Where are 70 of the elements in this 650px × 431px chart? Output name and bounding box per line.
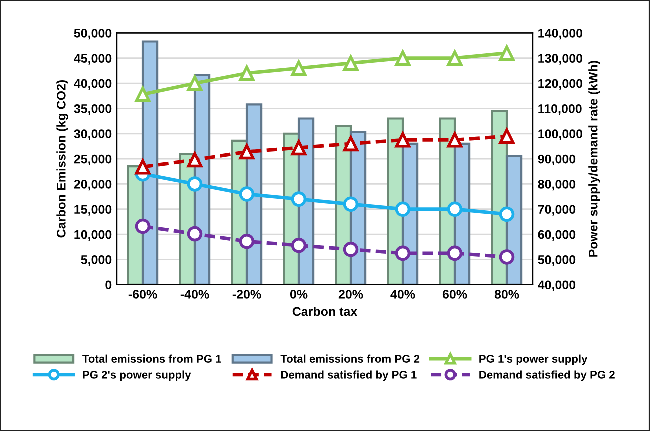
x-tick-label: 80% — [494, 290, 520, 299]
y-tick-label: 15,000 — [74, 205, 112, 216]
y2-tick-label: 60,000 — [538, 230, 576, 242]
y2-tick-label: 100,000 — [538, 130, 583, 140]
y2-tick-label: 50,000 — [538, 256, 576, 266]
y-tick-label: 10,000 — [74, 230, 112, 242]
x-tick-label: 20% — [338, 290, 364, 299]
y2-tick-label: 40,000 — [538, 280, 576, 292]
y-axis-title: Carbon Emission (kg CO2) — [56, 80, 68, 238]
legend-label: Demand satisfied by PG 1 — [281, 370, 417, 382]
y2-axis-title: Power supply/demand rate (kWh) — [588, 61, 600, 257]
point — [239, 66, 255, 82]
point — [343, 242, 359, 258]
point — [395, 132, 411, 148]
point — [395, 202, 411, 218]
point — [499, 206, 515, 222]
point — [135, 218, 151, 234]
point — [291, 238, 307, 254]
point — [187, 226, 203, 242]
y-tick-label: 40,000 — [74, 79, 112, 90]
point — [447, 202, 463, 218]
point — [343, 136, 359, 152]
y2-tick-label: 130,000 — [538, 54, 583, 65]
point — [239, 186, 255, 202]
y2-tick-label: 70,000 — [538, 205, 576, 216]
y2-tick-label: 80,000 — [538, 180, 576, 191]
point — [291, 60, 307, 76]
legend-label: Total emissions from PG 1 — [82, 354, 222, 363]
x-tick-label: -20% — [232, 290, 262, 299]
point — [343, 196, 359, 212]
point — [499, 128, 515, 144]
point — [447, 50, 463, 66]
point — [239, 234, 255, 250]
y-tick-label: 45,000 — [74, 54, 112, 65]
point — [187, 176, 203, 192]
point — [499, 250, 515, 265]
point — [447, 132, 463, 148]
point — [135, 159, 151, 175]
y2-tick-label: 120,000 — [538, 79, 583, 90]
x-tick-label: 0% — [290, 290, 308, 299]
legend-label: PG 2's power supply — [83, 370, 192, 382]
y-tick-label: 25,000 — [74, 154, 112, 166]
x-tick-label: -40% — [180, 290, 210, 299]
legend-label: PG 1's power supply — [480, 354, 588, 366]
x-axis-title: Carbon tax — [292, 306, 358, 316]
point — [395, 246, 411, 262]
x-tick-label: 40% — [390, 290, 416, 299]
legend-label: Demand satisfied by PG 2 — [480, 370, 615, 382]
x-tick-label: -60% — [128, 290, 158, 299]
point — [343, 56, 359, 72]
y-tick-label: 5,000 — [81, 256, 112, 266]
x-tick-label: 60% — [442, 290, 468, 299]
point — [135, 86, 151, 102]
point — [499, 46, 515, 61]
y2-tick-label: 110,000 — [538, 104, 582, 116]
point — [187, 76, 203, 92]
y-tick-label: 20,000 — [74, 180, 112, 191]
point — [291, 140, 307, 156]
point — [291, 192, 307, 207]
y-tick-label: 50,000 — [74, 28, 112, 40]
legend-label: Total emissions from PG 2 — [280, 354, 420, 363]
point — [187, 152, 203, 168]
point — [239, 144, 255, 160]
point — [447, 246, 463, 262]
y2-tick-label: 90,000 — [538, 154, 576, 166]
y-tick-label: 35,000 — [74, 104, 112, 116]
y-tick-label: 0 — [106, 280, 112, 290]
point — [395, 50, 411, 66]
y2-tick-label: 140,000 — [538, 28, 583, 40]
y-tick-label: 30,000 — [74, 130, 112, 140]
